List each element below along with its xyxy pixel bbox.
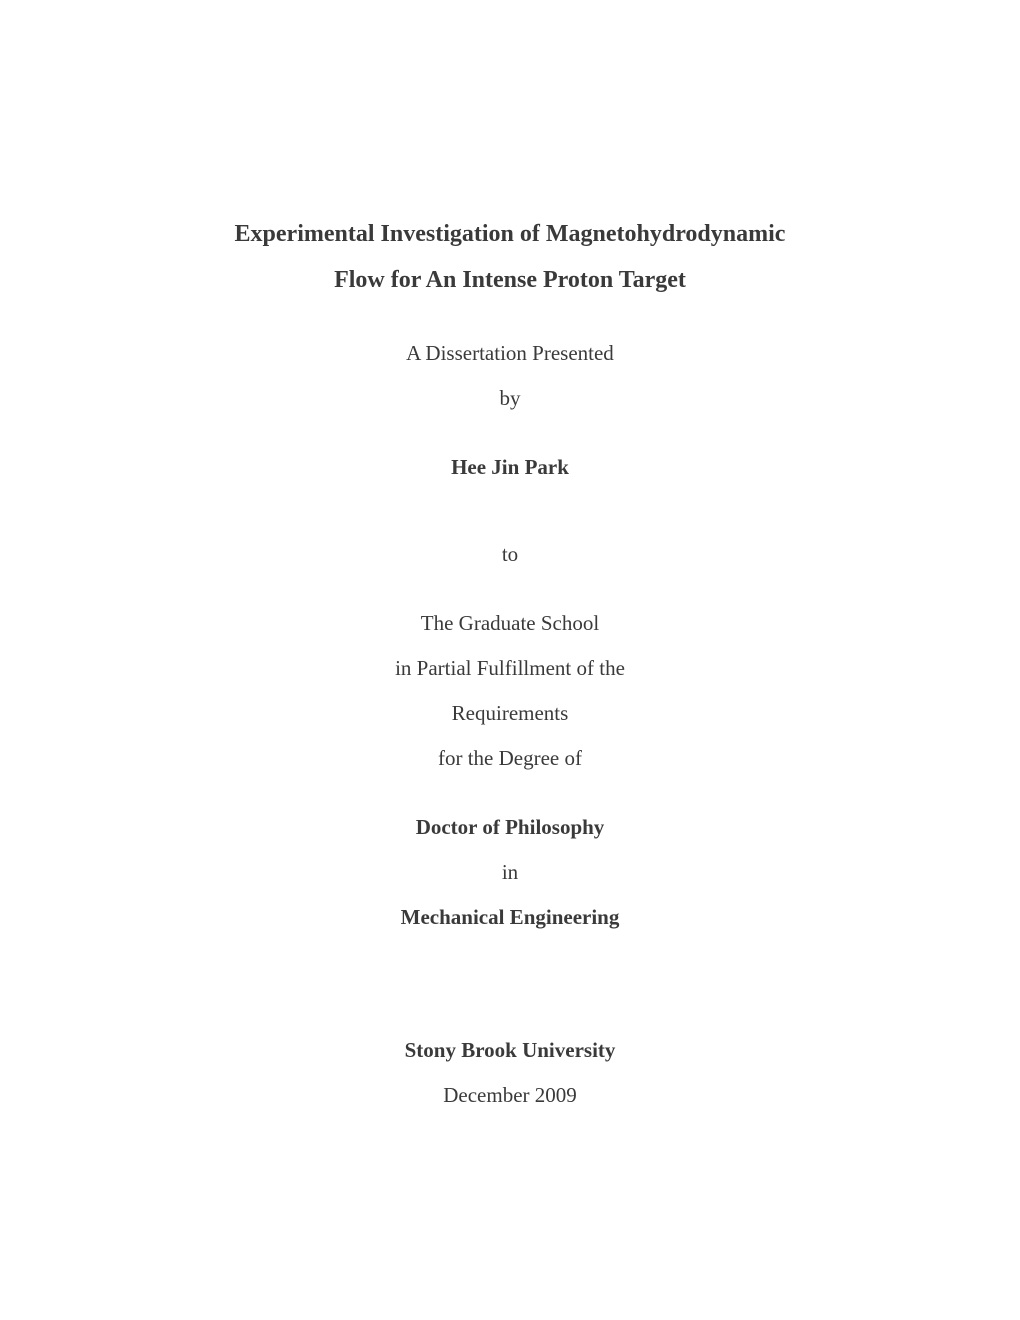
dissertation-title-line-2: Flow for An Intense Proton Target xyxy=(0,264,1020,298)
fulfillment-text: in Partial Fulfillment of the xyxy=(0,656,1020,681)
requirements-text: Requirements xyxy=(0,701,1020,726)
degree-of-text: for the Degree of xyxy=(0,746,1020,771)
graduate-school-text: The Graduate School xyxy=(0,611,1020,636)
presented-text: A Dissertation Presented xyxy=(0,341,1020,366)
to-text: to xyxy=(0,542,1020,567)
department-name: Mechanical Engineering xyxy=(0,905,1020,930)
dissertation-title-line-1: Experimental Investigation of Magnetohyd… xyxy=(0,218,1020,252)
dissertation-date: December 2009 xyxy=(0,1083,1020,1108)
author-name: Hee Jin Park xyxy=(0,455,1020,480)
in-text: in xyxy=(0,860,1020,885)
title-page: Experimental Investigation of Magnetohyd… xyxy=(0,0,1020,1320)
by-text: by xyxy=(0,386,1020,411)
degree-title: Doctor of Philosophy xyxy=(0,815,1020,840)
university-name: Stony Brook University xyxy=(0,1038,1020,1063)
